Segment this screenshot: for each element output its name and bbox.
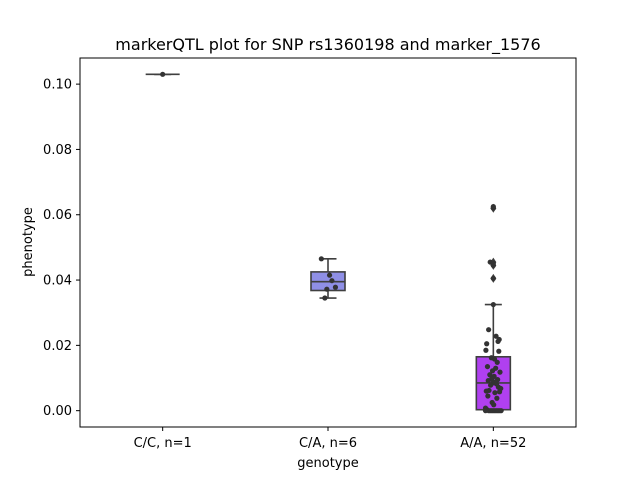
data-point <box>322 295 328 301</box>
x-tick-label: C/A, n=6 <box>299 436 357 451</box>
boxes-layer <box>145 73 512 412</box>
data-point <box>495 338 501 345</box>
data-point <box>324 286 330 292</box>
y-tick-label: 0.04 <box>43 274 72 289</box>
data-point <box>492 390 498 396</box>
data-point <box>484 341 490 347</box>
data-point <box>490 260 496 266</box>
data-point <box>494 359 500 365</box>
data-point <box>493 333 499 339</box>
y-tick-label: 0.10 <box>43 78 72 93</box>
x-tick-label: A/A, n=52 <box>460 436 526 451</box>
y-axis: 0.00 0.02 0.04 0.06 0.08 0.10 <box>43 78 80 419</box>
y-tick-label: 0.02 <box>43 339 72 354</box>
data-point <box>487 372 493 378</box>
y-tick-label: 0.00 <box>43 404 72 419</box>
data-point <box>490 275 496 282</box>
points-layer <box>160 71 504 414</box>
data-point <box>491 402 497 408</box>
data-point <box>160 71 166 77</box>
x-axis: C/C, n=1 C/A, n=6 A/A, n=52 <box>134 427 526 451</box>
data-point <box>485 378 491 384</box>
data-point <box>484 363 491 370</box>
data-point <box>490 301 496 308</box>
data-point <box>494 395 500 401</box>
data-point <box>318 256 324 262</box>
data-point <box>490 205 496 211</box>
y-tick-label: 0.06 <box>43 208 72 223</box>
data-point <box>496 389 503 395</box>
data-point <box>487 382 494 388</box>
data-point <box>326 272 333 278</box>
data-point <box>489 368 496 374</box>
x-axis-label: genotype <box>297 456 358 471</box>
y-tick-label: 0.08 <box>43 143 72 158</box>
x-tick-label: C/C, n=1 <box>134 436 192 451</box>
data-point <box>483 388 489 394</box>
data-point <box>329 278 335 284</box>
data-point <box>483 347 489 353</box>
data-point <box>496 348 502 354</box>
y-axis-label: phenotype <box>21 207 36 277</box>
data-point <box>485 393 491 399</box>
chart-title: markerQTL plot for SNP rs1360198 and mar… <box>115 35 540 55</box>
data-point <box>498 408 504 414</box>
data-point <box>486 327 492 333</box>
data-point <box>332 284 339 290</box>
data-point <box>497 369 503 375</box>
data-point <box>482 408 489 414</box>
